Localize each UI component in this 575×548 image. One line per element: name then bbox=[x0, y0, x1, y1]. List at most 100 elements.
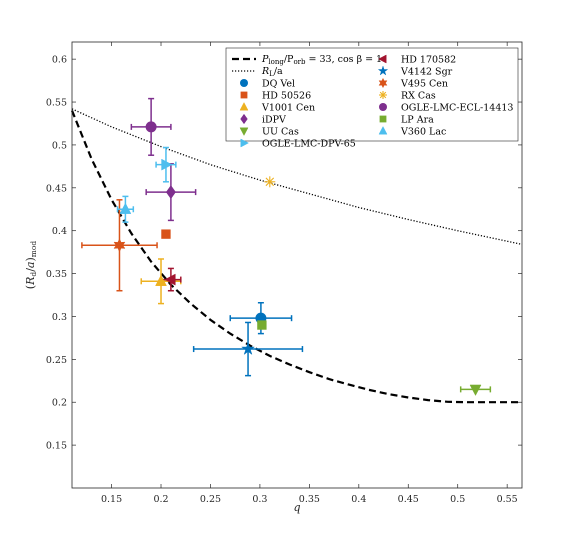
legend-label-v1001-cen: V1001 Cen bbox=[261, 102, 315, 113]
legend-curve2-name-sub1: L bbox=[269, 70, 274, 78]
legend-curve1-name-tail: = 33, cos β = 1 bbox=[306, 54, 383, 65]
legend-marker-ogle-lmc-dpv-65 bbox=[240, 138, 249, 148]
y-label-over-a: / bbox=[24, 268, 37, 272]
legend-label-ogle-lmc-dpv-65: OGLE-LMC-DPV-65 bbox=[262, 138, 356, 149]
legend-label-idpv: iDPV bbox=[262, 114, 286, 125]
legend-marker-v1001-cen bbox=[239, 102, 249, 111]
legend-marker-hd-170582 bbox=[378, 54, 387, 64]
y-axis-ticks: 0.15 0.2 0.25 0.3 0.35 0.4 0.45 0.5 0.55 0.6 bbox=[46, 55, 522, 452]
legend-label-v360-lac: V360 Lac bbox=[400, 126, 446, 137]
point-rx-cas-stroke bbox=[265, 177, 275, 187]
legend-marker-idpv bbox=[240, 113, 248, 125]
y-tick-label: 0.3 bbox=[52, 312, 67, 323]
point-ogle-lmc-dpv-65-shape bbox=[161, 158, 173, 171]
point-v360-lac-shape bbox=[119, 202, 132, 214]
plot-frame bbox=[71, 41, 523, 489]
legend-marker-idpv-shape bbox=[240, 113, 248, 125]
legend-marker-v360-lac-shape bbox=[378, 126, 388, 135]
legend-label-dotted-curve: RL/a bbox=[261, 66, 283, 78]
legend-marker-lp-ara bbox=[379, 115, 387, 123]
legend-marker-rx-cas bbox=[379, 91, 387, 99]
point-ogle-lmc-ecl-14413-shape bbox=[145, 121, 157, 133]
y-tick-label: 0.2 bbox=[52, 398, 67, 409]
point-v1001-cen-shape bbox=[155, 274, 167, 286]
legend-marker-dq-vel bbox=[240, 79, 248, 87]
y-tick-label: 0.55 bbox=[46, 98, 67, 109]
legend-label-v495-cen: V495 Cen bbox=[400, 78, 448, 89]
point-uu-cas bbox=[469, 384, 482, 396]
roche-lobe-curve-dotted bbox=[71, 108, 523, 246]
point-v360-lac bbox=[119, 202, 132, 214]
point-v4142-sgr-shape bbox=[240, 341, 256, 356]
legend-marker-lp-ara-shape bbox=[379, 115, 387, 123]
legend-marker-v495-cen bbox=[378, 77, 388, 89]
point-ogle-lmc-ecl-14413 bbox=[145, 121, 157, 133]
x-tick-label: 0.2 bbox=[153, 494, 168, 505]
legend-marker-ogle-lmc-dpv-65-shape bbox=[240, 138, 249, 148]
x-axis-ticks: 0.15 0.2 0.25 0.3 0.35 0.4 0.45 0.5 0.55 bbox=[101, 42, 518, 505]
x-tick-label: 0.45 bbox=[398, 494, 419, 505]
point-lp-ara bbox=[257, 320, 267, 330]
x-tick-label: 0.15 bbox=[101, 494, 122, 505]
legend-marker-dq-vel-shape bbox=[240, 79, 248, 87]
x-tick-label: 0.55 bbox=[497, 494, 518, 505]
y-tick-label: 0.25 bbox=[46, 355, 67, 366]
legend-curve1-name-main: P bbox=[261, 54, 269, 65]
point-ogle-lmc-dpv-65 bbox=[161, 158, 173, 171]
y-tick-label: 0.35 bbox=[46, 269, 67, 280]
legend-marker-v360-lac bbox=[378, 126, 388, 135]
legend-label-hd-50526: HD 50526 bbox=[262, 90, 311, 101]
x-tick-label: 0.4 bbox=[351, 494, 366, 505]
y-axis-label: (Rd/a)mod bbox=[24, 241, 38, 290]
x-tick-label: 0.5 bbox=[450, 494, 465, 505]
legend-marker-hd-170582-shape bbox=[378, 54, 387, 64]
legend-label-hd-170582: HD 170582 bbox=[401, 54, 456, 65]
y-label-r: R bbox=[24, 277, 37, 286]
point-uu-cas-shape bbox=[469, 384, 482, 396]
point-idpv-shape bbox=[165, 185, 176, 200]
point-hd-50526 bbox=[161, 229, 171, 239]
model-curves bbox=[70, 108, 523, 404]
point-v4142-sgr bbox=[240, 341, 256, 356]
legend-marker-v4142-sgr bbox=[377, 65, 389, 76]
legend-curve1-name-mid: /P bbox=[284, 54, 294, 65]
y-tick-label: 0.45 bbox=[46, 183, 67, 194]
legend-label-lp-ara: LP Ara bbox=[401, 114, 434, 125]
x-tick-label: 0.25 bbox=[200, 494, 221, 505]
legend-box bbox=[225, 47, 519, 142]
y-label-sub-d: d bbox=[29, 272, 38, 277]
point-v495-cen bbox=[113, 238, 126, 253]
legend-marker-uu-cas-shape bbox=[239, 127, 249, 136]
legend-label-v4142-sgr: V4142 Sgr bbox=[400, 66, 453, 77]
legend-marker-v495-cen-shape bbox=[378, 77, 388, 89]
x-tick-label: 0.3 bbox=[252, 494, 267, 505]
legend-marker-rx-cas-stroke bbox=[379, 91, 387, 99]
data-markers bbox=[113, 121, 482, 396]
y-tick-label: 0.6 bbox=[52, 55, 67, 66]
point-v495-cen-shape bbox=[113, 238, 126, 253]
legend-marker-hd-50526 bbox=[240, 91, 248, 99]
legend-marker-hd-50526-shape bbox=[240, 91, 248, 99]
point-hd-170582-shape bbox=[164, 273, 176, 286]
legend-label-ogle-lmc-ecl-14413: OGLE-LMC-ECL-14413 bbox=[401, 102, 513, 113]
legend-marker-ogle-lmc-ecl-14413 bbox=[379, 103, 387, 111]
x-tick-label: 0.35 bbox=[299, 494, 320, 505]
point-hd-50526-shape bbox=[161, 229, 171, 239]
legend-curve1-name-sub1: long bbox=[268, 58, 284, 66]
legend-label-rx-cas: RX Cas bbox=[401, 90, 436, 101]
y-tick-label: 0.5 bbox=[52, 140, 67, 151]
legend-curve1-name-sub2: orb bbox=[293, 58, 306, 66]
legend-label-dq-vel: DQ Vel bbox=[262, 78, 295, 89]
y-label-a: a bbox=[24, 262, 37, 269]
legend-curve2-name-mid: /a bbox=[274, 66, 283, 77]
legend-label-uu-cas: UU Cas bbox=[262, 126, 299, 137]
y-label-sub-mod: mod bbox=[29, 241, 38, 258]
point-rx-cas bbox=[264, 176, 276, 188]
x-axis-label: q bbox=[293, 501, 300, 514]
point-lp-ara-shape bbox=[257, 320, 267, 330]
legend-marker-uu-cas bbox=[239, 127, 249, 136]
legend-marker-v1001-cen-shape bbox=[239, 102, 249, 111]
legend-marker-v4142-sgr-shape bbox=[377, 65, 389, 76]
